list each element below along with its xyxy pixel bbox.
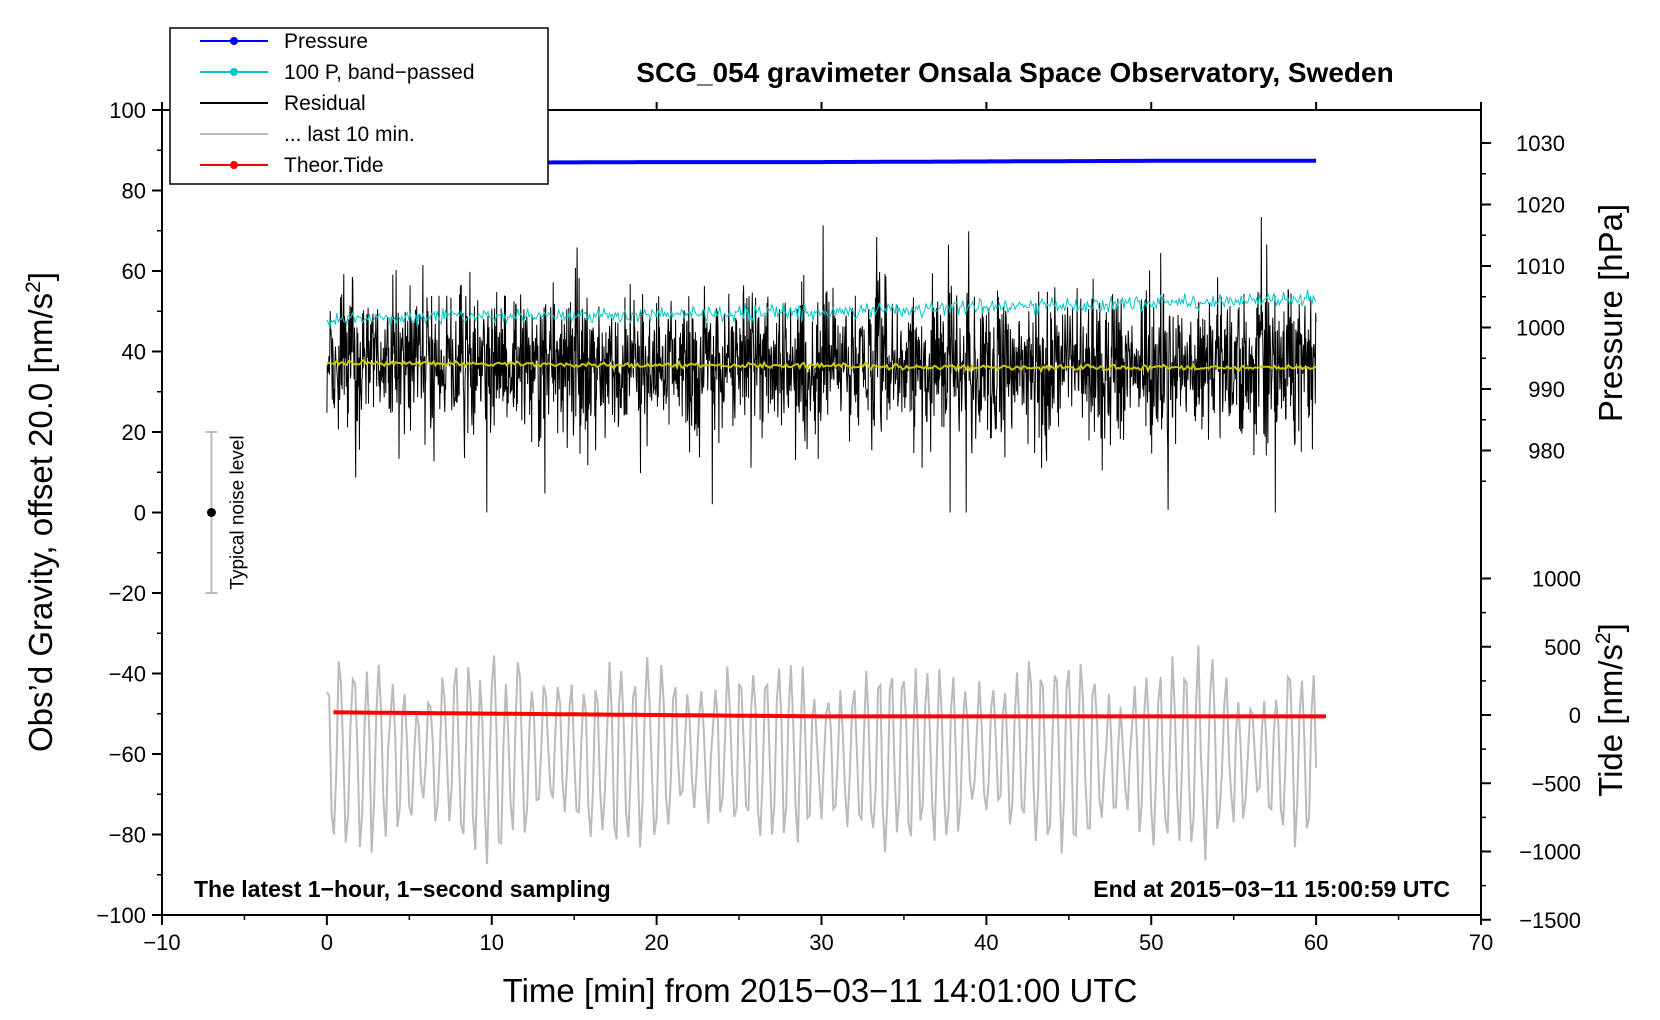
x-tick-label: 0	[321, 930, 333, 955]
y-tick-label: 80	[122, 179, 146, 204]
x-tick-label: 20	[644, 930, 668, 955]
legend-swatch-marker	[230, 68, 238, 76]
y-axis-label-tide: Tide [nm/s2]	[1592, 623, 1629, 797]
y-tick-label: −40	[109, 662, 146, 687]
series-residual	[326, 216, 1317, 513]
x-tick-label: 30	[809, 930, 833, 955]
x-tick-label: 40	[974, 930, 998, 955]
y-axis-label-tide-end: ]	[1592, 623, 1629, 632]
series-residual-smoothed	[326, 358, 1317, 373]
y-tick-label: 60	[122, 259, 146, 284]
noise-level-label: Typical noise level	[227, 435, 248, 589]
pressure-tick-label: 1000	[1516, 316, 1565, 341]
tide-tick-label: 1000	[1532, 567, 1581, 592]
tide-tick-label: 0	[1569, 703, 1581, 728]
y-tick-label: −60	[109, 742, 146, 767]
x-tick-label: 60	[1304, 930, 1328, 955]
legend-label: 100 P, band−passed	[284, 61, 475, 84]
x-tick-label: 50	[1139, 930, 1163, 955]
tide-tick-label: −1500	[1519, 908, 1581, 933]
y-tick-label: 100	[109, 98, 146, 123]
x-axis-label: Time [min] from 2015−03−11 14:01:00 UTC	[503, 972, 1138, 1009]
pressure-tick-label: 1010	[1516, 254, 1565, 279]
y-axis-label-main: Obs’d Gravity, offset 20.0 [nm/s2]	[22, 272, 59, 752]
y-tick-label: 0	[134, 501, 146, 526]
y-tick-label: 20	[122, 420, 146, 445]
series-theoretical-tide	[333, 710, 1326, 719]
pressure-tick-label: 1030	[1516, 131, 1565, 156]
y-tick-label: −80	[109, 823, 146, 848]
y-tick-label: −20	[109, 581, 146, 606]
chart-title: SCG_054 gravimeter Onsala Space Observat…	[636, 57, 1393, 88]
legend: Pressure 100 P, band−passed Residual ... la…	[169, 27, 549, 185]
tide-tick-label: −500	[1531, 771, 1581, 796]
sampling-note: The latest 1−hour, 1−second sampling	[194, 876, 611, 902]
legend-items: Pressure 100 P, band−passed Residual ... la…	[200, 30, 475, 177]
series-band-passed-pressure	[326, 289, 1317, 328]
legend-label: Pressure	[284, 30, 368, 53]
y-axis-label-pressure: Pressure [hPa]	[1592, 204, 1629, 422]
pressure-tick-label: 990	[1528, 377, 1565, 402]
y-axis-label-tide-text: Tide [nm/s	[1592, 644, 1629, 797]
pressure-tick-label: 980	[1528, 439, 1565, 464]
y-tick-label: −100	[96, 903, 146, 928]
legend-swatch-marker	[230, 37, 238, 45]
pressure-tick-label: 1020	[1516, 193, 1565, 218]
axes-layer: −10 0 10 20 30 40 50 60 70100806040200−20−40−60−…	[96, 98, 1581, 955]
x-tick-label: 10	[480, 930, 504, 955]
data-layer	[326, 158, 1326, 864]
y-axis-label-main-text: Obs’d Gravity, offset 20.0 [nm/s	[22, 293, 59, 752]
noise-indicator: Typical noise level	[205, 431, 248, 594]
x-tick-label: 70	[1469, 930, 1493, 955]
y-axis-label-tide-sup: 2	[1592, 632, 1615, 644]
legend-label: Residual	[284, 92, 366, 115]
y-tick-label: 40	[122, 340, 146, 365]
series-last-10-min	[326, 645, 1318, 864]
tide-tick-label: 500	[1544, 635, 1581, 660]
legend-label: Theor.Tide	[284, 154, 384, 177]
y-axis-label-main-sup: 2	[22, 281, 45, 293]
y-axis-label-main-end: ]	[22, 272, 59, 281]
legend-swatch-marker	[230, 161, 238, 169]
noise-level-marker	[206, 508, 216, 517]
x-tick-label: −10	[143, 930, 180, 955]
tide-tick-label: −1000	[1519, 840, 1581, 865]
legend-box	[169, 27, 549, 185]
legend-label: ... last 10 min.	[284, 123, 415, 146]
end-time-note: End at 2015−03−11 15:00:59 UTC	[1093, 876, 1450, 902]
